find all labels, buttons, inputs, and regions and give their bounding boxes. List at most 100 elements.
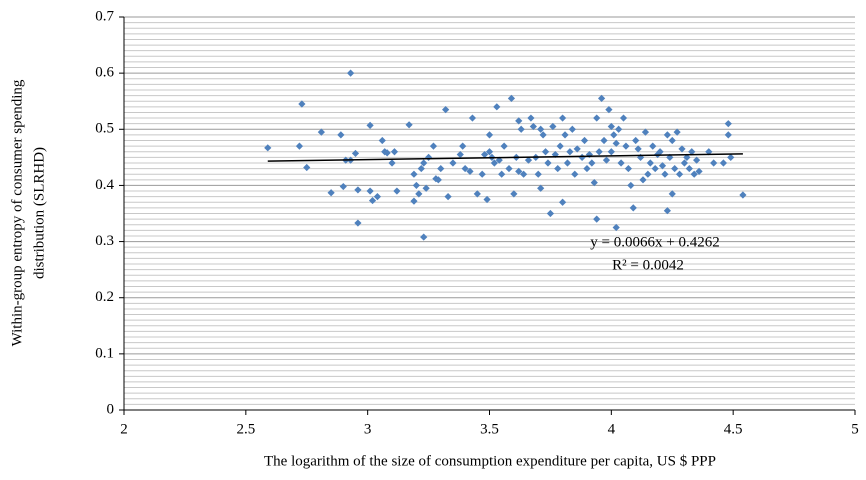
point [622,142,630,150]
point [327,189,335,197]
point [590,179,598,187]
point [366,187,374,195]
point [337,131,345,139]
point [442,106,450,114]
point [549,122,557,131]
point [495,156,503,164]
point [602,156,611,164]
point [415,190,423,198]
point [673,128,681,136]
point [466,167,474,175]
point [493,103,501,111]
point [663,131,671,139]
point [561,131,569,139]
point [490,159,498,167]
point [468,114,477,122]
point [264,144,272,152]
point [339,182,347,191]
point [661,170,669,178]
point [675,170,684,178]
point [710,159,718,167]
y-tick-label: 0.3 [95,233,114,249]
point [478,170,486,178]
point [573,145,581,153]
x-tick-label: 5 [851,421,859,437]
point [449,159,457,167]
point [485,148,494,156]
x-axis-label: The logarithm of the size of consumption… [264,453,716,469]
point [544,159,552,167]
point [566,148,574,156]
y-axis-label: Within-group entropy of consumer spendin… [9,79,25,346]
point [688,148,696,156]
point [588,159,596,167]
point [517,125,525,133]
point [641,128,650,136]
point [627,181,635,190]
point [690,170,698,178]
trendline-r2: R² = 0.0042 [612,257,684,273]
point [368,196,377,205]
y-tick-label: 0.5 [95,121,114,137]
point [554,164,562,173]
trendline [267,153,743,162]
point [739,191,747,199]
point [524,156,533,164]
point [527,114,535,122]
point [727,153,735,161]
point [597,94,606,103]
point [671,164,679,173]
x-tick-label: 2 [120,421,128,437]
point [644,170,652,178]
point [539,131,547,139]
point [541,148,550,156]
point [583,164,591,173]
point [459,142,467,150]
point [593,114,601,122]
y-tick-label: 0 [107,401,115,417]
point [366,121,374,129]
point [373,193,382,201]
point [563,159,572,167]
point [668,190,676,198]
point [546,209,555,218]
point [303,163,311,172]
point [556,142,564,150]
point [500,142,508,150]
point [705,148,713,156]
point [383,149,391,157]
point [505,164,513,173]
point [719,159,728,167]
point [619,114,628,122]
point [420,233,428,241]
point [607,148,615,156]
point [624,164,632,173]
point [393,187,401,195]
x-tick-label: 3.5 [480,421,499,437]
point [559,114,567,122]
point [695,167,703,175]
point [420,159,428,167]
x-tick-label: 3 [364,421,372,437]
point [507,94,516,103]
point [693,156,701,164]
point [298,100,306,108]
y-tick-label: 0.2 [95,289,114,305]
point [354,186,362,194]
point [483,195,491,204]
point [510,190,518,198]
point [437,164,445,173]
point [559,198,567,206]
point [422,184,430,192]
point [410,170,418,178]
point [429,142,438,150]
point [649,142,657,150]
point [656,148,664,156]
point [412,181,420,190]
y-tick-label: 0.7 [95,8,114,24]
point [534,170,542,178]
y-tick-label: 0.6 [95,65,114,81]
point [605,106,613,114]
